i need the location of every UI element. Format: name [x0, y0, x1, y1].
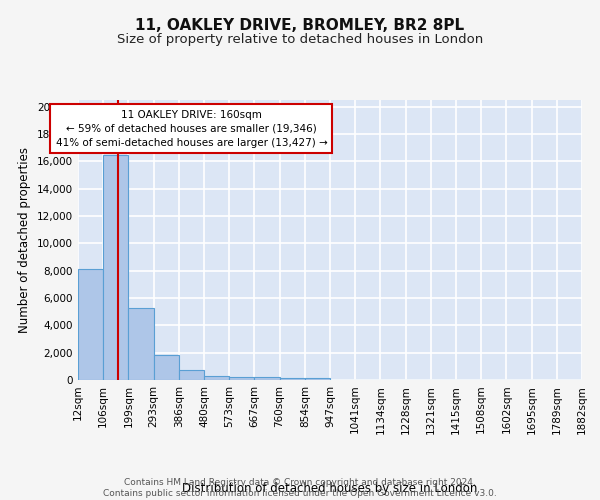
Text: Distribution of detached houses by size in London: Distribution of detached houses by size …	[182, 482, 478, 495]
Text: Size of property relative to detached houses in London: Size of property relative to detached ho…	[117, 32, 483, 46]
Bar	[229, 377, 254, 380]
Bar	[78, 270, 103, 380]
Bar	[280, 378, 305, 380]
Text: 11 OAKLEY DRIVE: 160sqm
← 59% of detached houses are smaller (19,346)
41% of sem: 11 OAKLEY DRIVE: 160sqm ← 59% of detache…	[56, 110, 327, 148]
Bar	[154, 354, 179, 380]
Text: 11, OAKLEY DRIVE, BROMLEY, BR2 8PL: 11, OAKLEY DRIVE, BROMLEY, BR2 8PL	[136, 18, 464, 32]
Bar	[103, 154, 128, 380]
Bar	[305, 378, 330, 380]
Bar	[179, 370, 204, 380]
Bar	[254, 377, 280, 380]
Y-axis label: Number of detached properties: Number of detached properties	[19, 147, 31, 333]
Bar	[128, 308, 154, 380]
Text: Contains HM Land Registry data © Crown copyright and database right 2024.
Contai: Contains HM Land Registry data © Crown c…	[103, 478, 497, 498]
Bar	[204, 376, 229, 380]
